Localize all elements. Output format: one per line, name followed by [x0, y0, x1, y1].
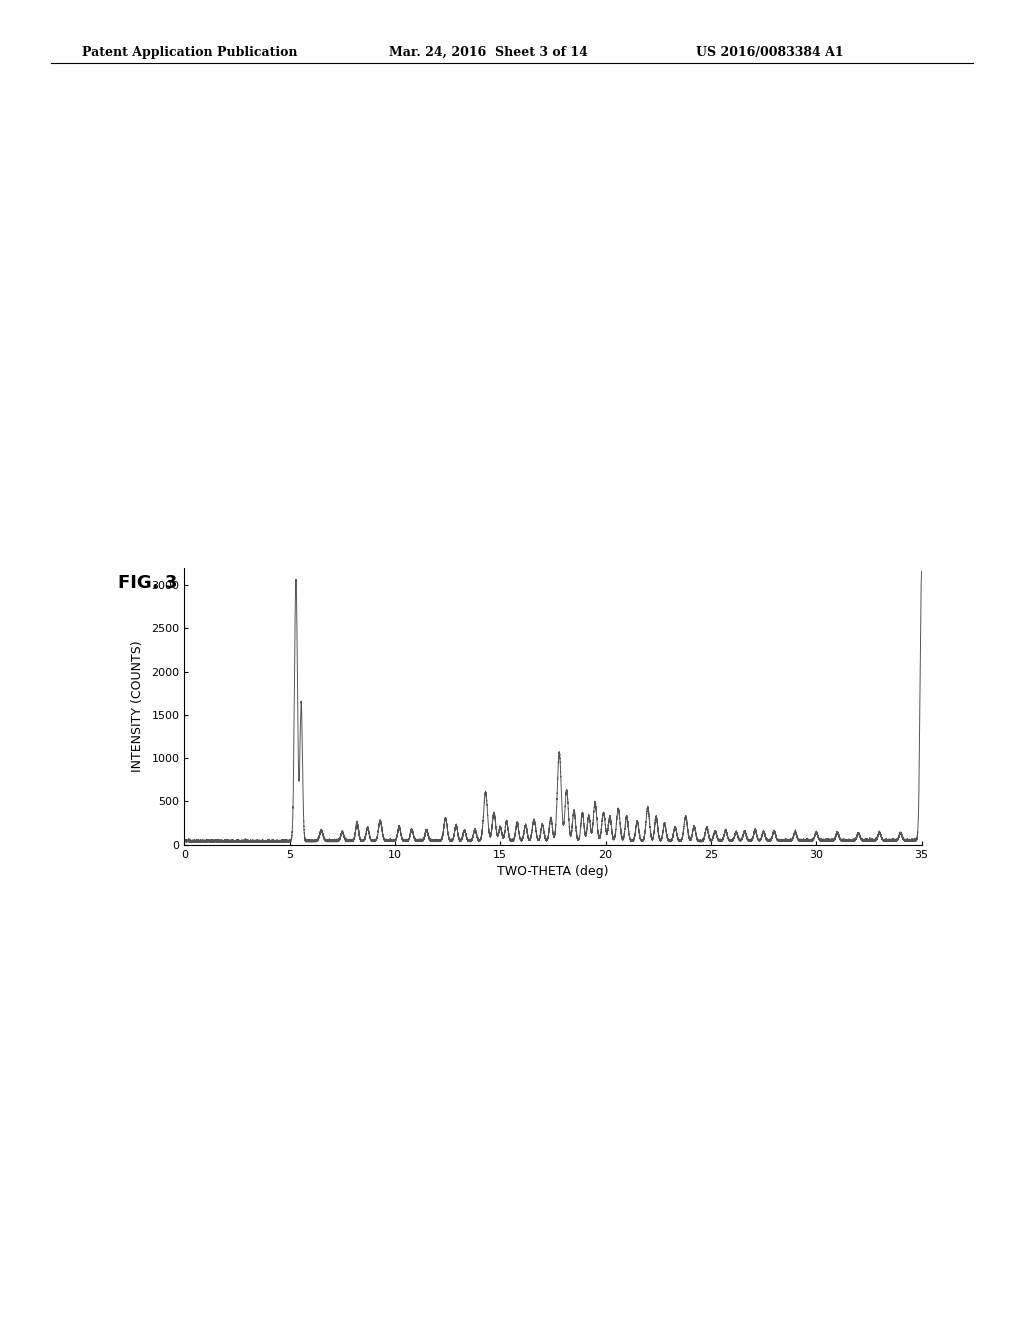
Y-axis label: INTENSITY (COUNTS): INTENSITY (COUNTS) — [131, 640, 144, 772]
Text: FIG. 3: FIG. 3 — [118, 574, 177, 593]
X-axis label: TWO-THETA (deg): TWO-THETA (deg) — [498, 865, 608, 878]
Text: Mar. 24, 2016  Sheet 3 of 14: Mar. 24, 2016 Sheet 3 of 14 — [389, 46, 588, 59]
Text: US 2016/0083384 A1: US 2016/0083384 A1 — [696, 46, 844, 59]
Text: Patent Application Publication: Patent Application Publication — [82, 46, 297, 59]
